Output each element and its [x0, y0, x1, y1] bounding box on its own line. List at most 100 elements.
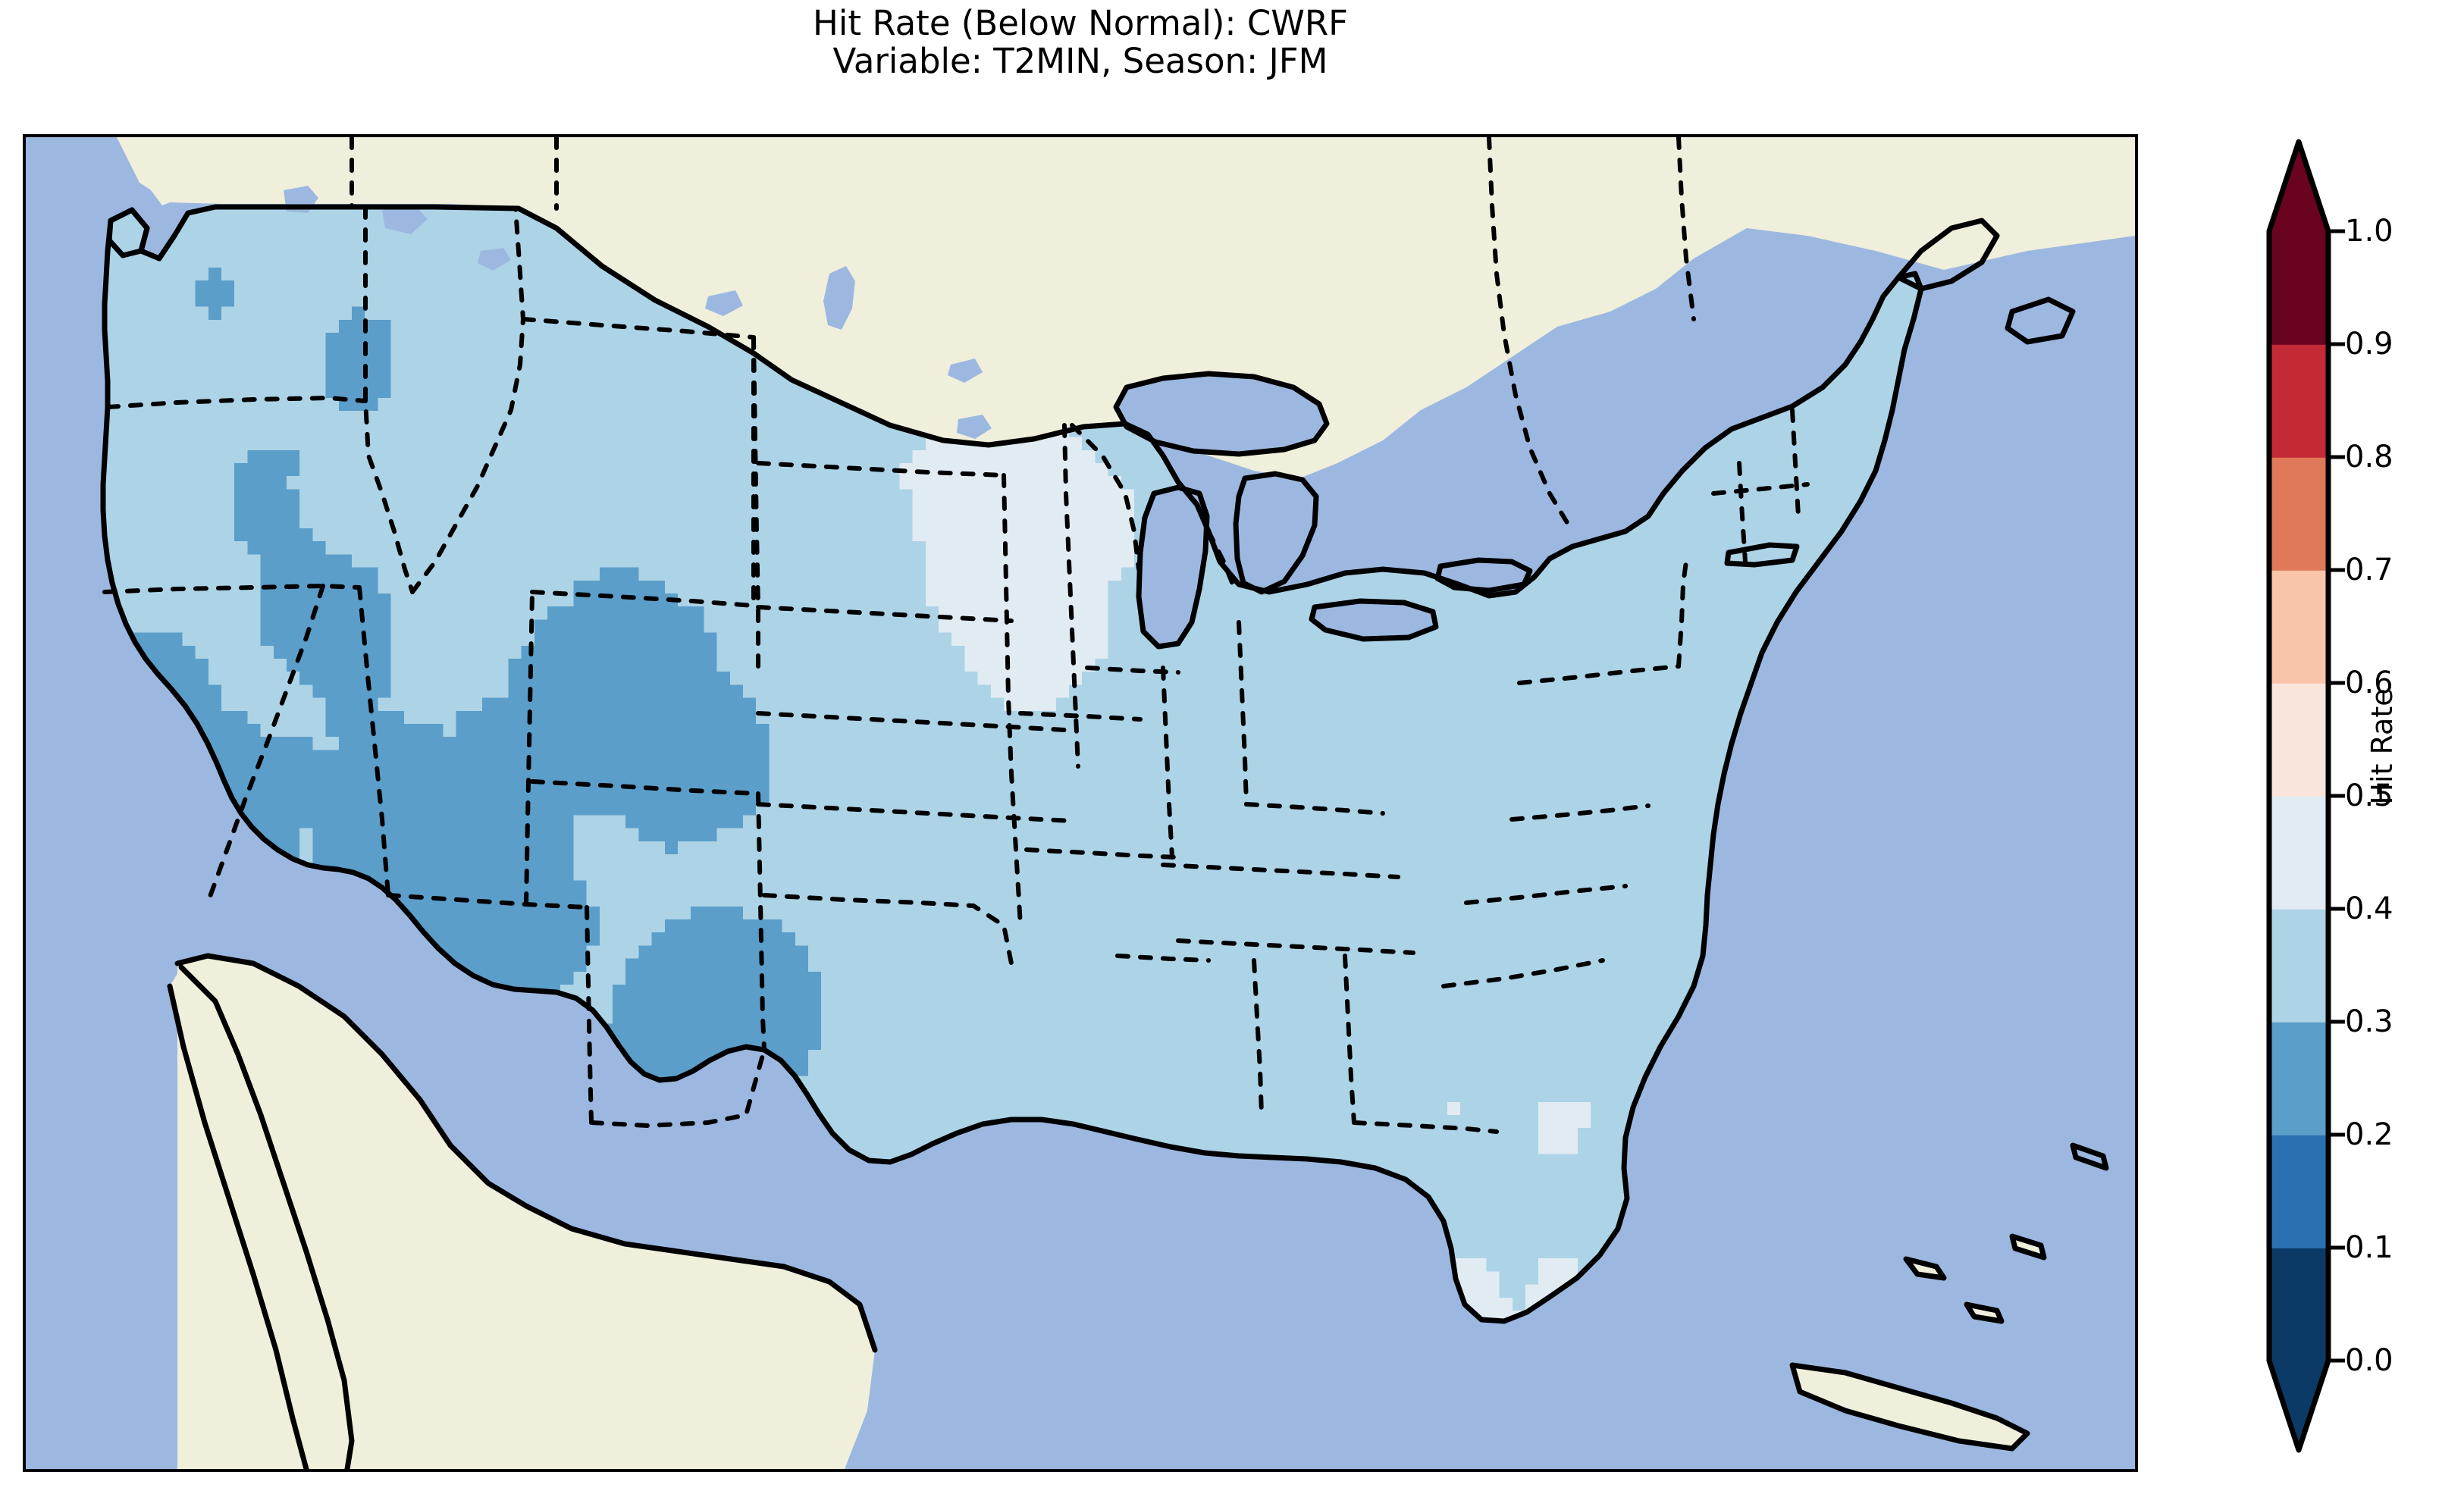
colorbar-bin-0.2-0.3 — [2269, 1022, 2328, 1135]
border-segment-30 — [1115, 954, 1211, 963]
coastline-segment-3 — [174, 953, 878, 1353]
border-segment-5 — [105, 395, 368, 409]
title-subtitle: Variable: T2MIN, Season: JFM — [832, 41, 1328, 82]
colorbar-tick-label-0.9: 0.9 — [2345, 327, 2393, 362]
border-segment-37 — [1343, 954, 1356, 1125]
lake-superior — [1116, 374, 1327, 454]
border-segment-28 — [1018, 711, 1143, 722]
colorbar-bin-0.8-0.9 — [2269, 344, 2328, 458]
colorbar-bin-0.1-0.2 — [2269, 1135, 2328, 1248]
border-segment-23 — [762, 893, 1014, 966]
border-segment-45 — [1790, 408, 1801, 518]
border-segment-26 — [1062, 423, 1080, 769]
bahamas-land — [1906, 1236, 2044, 1321]
colorbar-bin-0.0-0.1 — [2269, 1248, 2328, 1361]
coastline-segment-17 — [1434, 557, 1533, 594]
coastline-segment-14 — [1136, 484, 1210, 650]
colorbar-tick-label-0.7: 0.7 — [2345, 553, 2393, 587]
map-axes — [23, 134, 2138, 1472]
border-segment-12 — [386, 893, 589, 910]
coastline-segment-12 — [106, 207, 150, 258]
border-segment-50 — [589, 1048, 766, 1129]
canada-land — [117, 137, 2135, 478]
border-segment-46 — [1711, 482, 1810, 496]
border-segment-7 — [363, 205, 415, 594]
colorbar-tick-label-0.3: 0.3 — [2345, 1004, 2393, 1039]
colorbar-tick-label-0.6: 0.6 — [2345, 666, 2393, 700]
coastline-segment-4 — [1789, 1362, 2030, 1452]
lake-michigan — [1139, 487, 1207, 647]
border-segment-15 — [530, 779, 760, 796]
mexico-land — [177, 956, 875, 1469]
border-segment-32 — [1237, 620, 1249, 807]
coastline-segment-11 — [1724, 542, 1800, 568]
border-segment-36 — [1252, 958, 1264, 1117]
coastline-segment-9 — [1895, 218, 2000, 292]
border-segment-8 — [410, 206, 526, 594]
border-segment-10 — [205, 584, 325, 905]
canada-bc-land — [140, 137, 170, 205]
border-segment-25 — [1002, 473, 1023, 928]
border-segment-31 — [1161, 666, 1174, 860]
coastlines — [100, 204, 2109, 1469]
border-segment-53 — [1676, 137, 1696, 321]
coastline-segment-8 — [2070, 1142, 2109, 1171]
coastline-segment-16 — [1309, 598, 1439, 642]
border-segment-11 — [357, 585, 390, 897]
baja-peninsula-land — [170, 967, 352, 1469]
border-segment-21 — [756, 711, 1067, 732]
figure-title: Hit Rate (Below Normal): CWRF Variable: … — [0, 4, 2161, 82]
colorbar-extend-max-arrow — [2269, 142, 2328, 231]
border-segment-14 — [530, 590, 756, 608]
border-segment-6 — [102, 583, 362, 594]
border-segment-42 — [1517, 664, 1681, 685]
border-segment-52 — [1487, 137, 1575, 534]
border-segment-9 — [521, 317, 756, 340]
colorbar-tick-label-0.4: 0.4 — [2345, 891, 2393, 926]
border-segment-33 — [1244, 802, 1385, 816]
map-plot — [26, 137, 2135, 1469]
lake-erie — [1312, 601, 1436, 639]
colorbar-bin-0.7-0.8 — [2269, 457, 2328, 571]
state-borders — [102, 137, 1810, 1165]
coastline-segment-6 — [1964, 1301, 2005, 1324]
lake-of-the-woods — [957, 415, 992, 439]
border-segment-29 — [1024, 847, 1180, 860]
colorbar-bin-0.3-0.4 — [2269, 909, 2328, 1023]
colorbar-bin-0.6-0.7 — [2269, 570, 2328, 684]
border-segment-40 — [1464, 884, 1628, 905]
colorbar-ticks — [2328, 229, 2345, 1363]
border-segment-35 — [1176, 938, 1415, 955]
colorbar-bin-0.4-0.5 — [2269, 796, 2328, 910]
coastline-segment-7 — [2009, 1233, 2047, 1261]
coastline-segment-13 — [1113, 371, 1330, 457]
great-lakes — [284, 186, 1530, 647]
border-segment-44 — [1737, 461, 1748, 564]
colorbar-tick-label-0.0: 0.0 — [2345, 1343, 2393, 1378]
border-segment-22 — [756, 802, 1074, 823]
colorbar-extend-min-arrow — [2269, 1361, 2328, 1450]
border-segment-38 — [1352, 1120, 1499, 1134]
colorbar-bin-0.9-1.0 — [2269, 231, 2328, 345]
border-segment-16 — [585, 905, 594, 1125]
coastline-segment-5 — [1903, 1256, 1947, 1281]
colorbar[interactable]: 1.0 0.9 0.8 0.7 0.6 0.5 0.4 0.3 0.2 0.1 0.0 — [2266, 139, 2393, 1453]
border-segment-39 — [1441, 958, 1605, 988]
colorbar-axis-label: Hit Rate — [2365, 688, 2399, 805]
foreign-landmasses — [117, 137, 2135, 1469]
coastline-segment-10 — [2005, 296, 2076, 345]
colorbar-bins — [2269, 142, 2328, 1450]
border-segment-17 — [756, 791, 766, 1052]
coastline-segment-1 — [178, 964, 355, 1469]
border-segment-27 — [1070, 423, 1141, 572]
lake-winnipeg — [823, 266, 855, 330]
colorbar-tick-label-0.5: 0.5 — [2345, 778, 2393, 813]
border-segment-13 — [524, 590, 534, 907]
border-segment-34 — [1161, 863, 1400, 879]
colorbar-tick-label-0.2: 0.2 — [2345, 1117, 2393, 1152]
border-segment-43 — [1676, 559, 1688, 669]
colorbar-gradient — [2266, 139, 2345, 1453]
border-segment-20 — [756, 605, 1014, 623]
colorbar-tick-labels: 1.0 0.9 0.8 0.7 0.6 0.5 0.4 0.3 0.2 0.1 0.0 — [2334, 214, 2463, 1378]
